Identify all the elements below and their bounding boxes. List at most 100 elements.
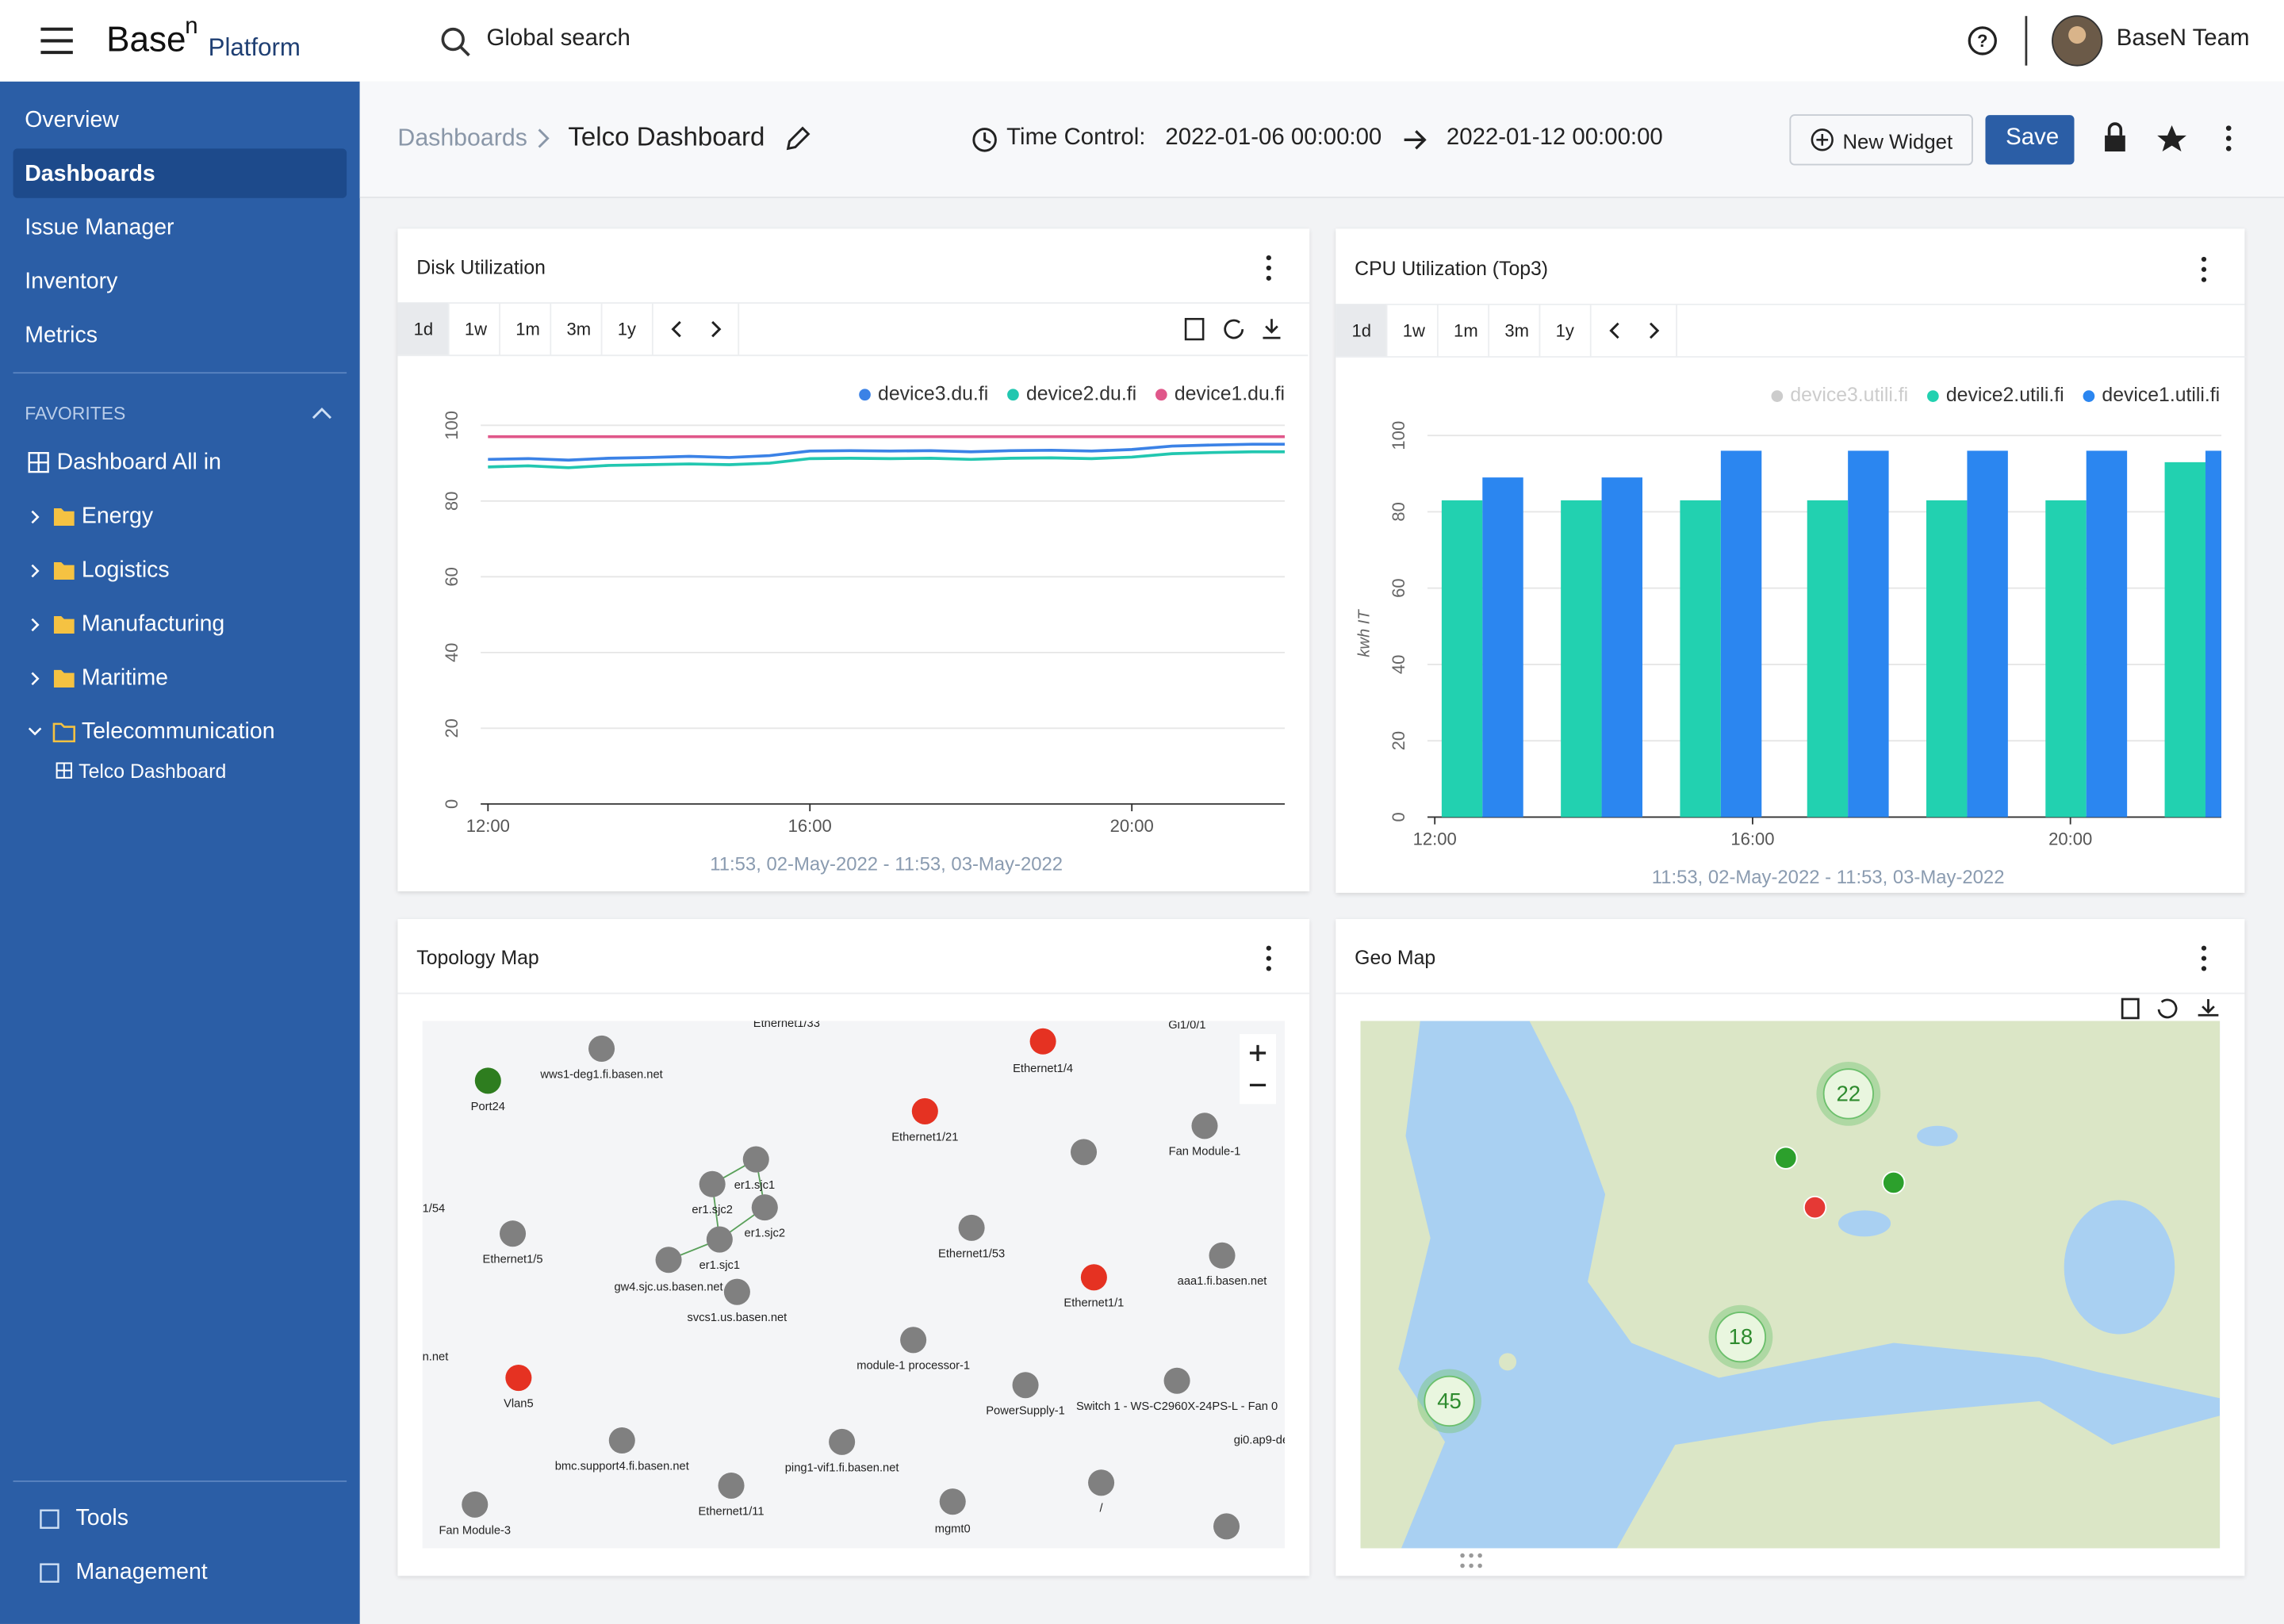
topology-node[interactable] xyxy=(500,1220,527,1247)
refresh-icon[interactable] xyxy=(1224,319,1244,339)
topology-node[interactable] xyxy=(1012,1372,1039,1399)
topology-canvas[interactable] xyxy=(422,1021,1286,1549)
bar xyxy=(1601,477,1643,818)
next-button[interactable] xyxy=(1649,322,1660,339)
nav-item[interactable]: Dashboards xyxy=(25,161,155,186)
topology-node[interactable] xyxy=(751,1194,778,1221)
favorite-item[interactable]: Maritime xyxy=(81,665,168,691)
help-icon[interactable]: ? xyxy=(1968,26,1997,56)
favorite-item[interactable]: Energy xyxy=(81,503,154,529)
cluster[interactable] xyxy=(1715,1311,1767,1363)
range-button[interactable]: 1d xyxy=(413,318,434,339)
range-button[interactable]: 1m xyxy=(515,318,540,339)
favorite-item[interactable]: Logistics xyxy=(81,557,170,583)
time-to[interactable]: 2022-01-12 00:00:00 xyxy=(1446,125,1663,151)
favorite-child[interactable]: Telco Dashboard xyxy=(79,760,227,783)
topology-node[interactable] xyxy=(608,1427,635,1454)
topology-node[interactable] xyxy=(1191,1113,1218,1139)
range-button[interactable]: 1y xyxy=(1555,320,1574,341)
cluster[interactable] xyxy=(1822,1068,1874,1120)
topology-node[interactable] xyxy=(1163,1367,1190,1394)
cluster[interactable] xyxy=(1424,1375,1475,1427)
range-button[interactable]: 1y xyxy=(617,318,637,339)
user-name[interactable]: BaseN Team xyxy=(2116,26,2250,52)
kebab-icon[interactable] xyxy=(2225,125,2232,151)
map-marker[interactable] xyxy=(1774,1146,1798,1170)
kebab-icon[interactable] xyxy=(2201,945,2207,971)
topology-node[interactable] xyxy=(1088,1469,1115,1496)
y-tick-label: 60 xyxy=(442,567,462,587)
topology-node[interactable] xyxy=(742,1146,769,1173)
prev-button[interactable] xyxy=(671,320,681,338)
geo-map[interactable] xyxy=(1360,1021,2221,1549)
nav-item[interactable]: Metrics xyxy=(25,323,98,348)
topology-node[interactable] xyxy=(939,1488,966,1515)
nav-item[interactable]: Inventory xyxy=(25,269,118,294)
topology-node[interactable] xyxy=(462,1491,489,1518)
topology-node[interactable] xyxy=(1213,1513,1240,1540)
topology-node[interactable] xyxy=(1071,1139,1098,1166)
favorite-item[interactable]: Dashboard All in xyxy=(56,449,221,475)
y-tick-label: 20 xyxy=(1389,731,1408,751)
map-marker[interactable] xyxy=(1882,1170,1906,1195)
topology-node[interactable] xyxy=(911,1097,938,1124)
kebab-icon[interactable] xyxy=(2201,256,2207,282)
nav-item[interactable]: Issue Manager xyxy=(25,215,174,240)
sidebar-bottom-item[interactable]: Tools xyxy=(75,1505,128,1530)
time-from[interactable]: 2022-01-06 00:00:00 xyxy=(1165,125,1382,151)
lock-icon[interactable] xyxy=(2105,122,2125,152)
prev-button[interactable] xyxy=(1609,322,1619,339)
topology-node[interactable] xyxy=(829,1428,856,1455)
favorite-item[interactable]: Manufacturing xyxy=(81,611,225,637)
map-marker[interactable] xyxy=(1803,1195,1827,1220)
new-widget-button[interactable] xyxy=(1789,114,1973,166)
map-tools[interactable] xyxy=(2121,998,2219,1020)
arrow-icon xyxy=(1404,130,1427,150)
bar xyxy=(1848,450,1889,818)
range-button[interactable]: 1d xyxy=(1351,320,1372,341)
edit-icon[interactable] xyxy=(786,126,811,151)
topology-node[interactable] xyxy=(474,1067,501,1094)
clock-icon xyxy=(972,128,997,152)
nav-item[interactable]: Overview xyxy=(25,107,119,132)
topology-node[interactable] xyxy=(900,1327,927,1354)
topology-node[interactable] xyxy=(1209,1242,1236,1269)
range-button[interactable]: 1m xyxy=(1454,320,1478,341)
export-icon[interactable] xyxy=(1184,317,1205,341)
next-button[interactable] xyxy=(711,320,722,338)
topology-node[interactable] xyxy=(655,1247,682,1274)
topology-node[interactable] xyxy=(1029,1028,1056,1055)
topology-node[interactable] xyxy=(706,1226,733,1253)
folder-icon xyxy=(53,561,75,580)
topology-node[interactable] xyxy=(505,1365,532,1392)
brand-sub: Platform xyxy=(208,33,301,61)
topology-node[interactable] xyxy=(723,1278,750,1305)
search-icon[interactable] xyxy=(441,27,470,57)
topology-node[interactable] xyxy=(718,1472,745,1500)
topology-node[interactable] xyxy=(588,1035,615,1062)
node-label: Fan Module-1 xyxy=(1169,1146,1241,1159)
resize-handle[interactable] xyxy=(1460,1553,1482,1568)
download-icon[interactable] xyxy=(1263,319,1281,339)
topology-node[interactable] xyxy=(958,1214,985,1241)
topology-node[interactable] xyxy=(1080,1264,1107,1291)
sidebar-bottom-item[interactable]: Management xyxy=(75,1559,208,1584)
range-button[interactable]: 1w xyxy=(1402,320,1425,341)
menu-icon[interactable] xyxy=(40,27,73,55)
zoom-control[interactable] xyxy=(1240,1034,1276,1105)
collapse-icon[interactable] xyxy=(312,408,331,419)
topology-node[interactable] xyxy=(699,1170,726,1197)
kebab-icon[interactable] xyxy=(1266,945,1271,971)
breadcrumb[interactable]: Dashboards xyxy=(397,125,527,152)
kebab-icon[interactable] xyxy=(1266,255,1271,281)
star-icon[interactable] xyxy=(2157,124,2186,152)
range-button[interactable]: 3m xyxy=(566,318,592,339)
range-button[interactable]: 1w xyxy=(464,318,488,339)
zoom-icons[interactable] xyxy=(1249,1044,1267,1087)
legend-label: device2.du.fi xyxy=(1026,383,1136,404)
save-button[interactable] xyxy=(1985,115,2075,165)
range-button[interactable]: 3m xyxy=(1504,320,1529,341)
favorite-item[interactable]: Telecommunication xyxy=(81,718,275,744)
search-input[interactable]: Global search xyxy=(486,26,630,52)
